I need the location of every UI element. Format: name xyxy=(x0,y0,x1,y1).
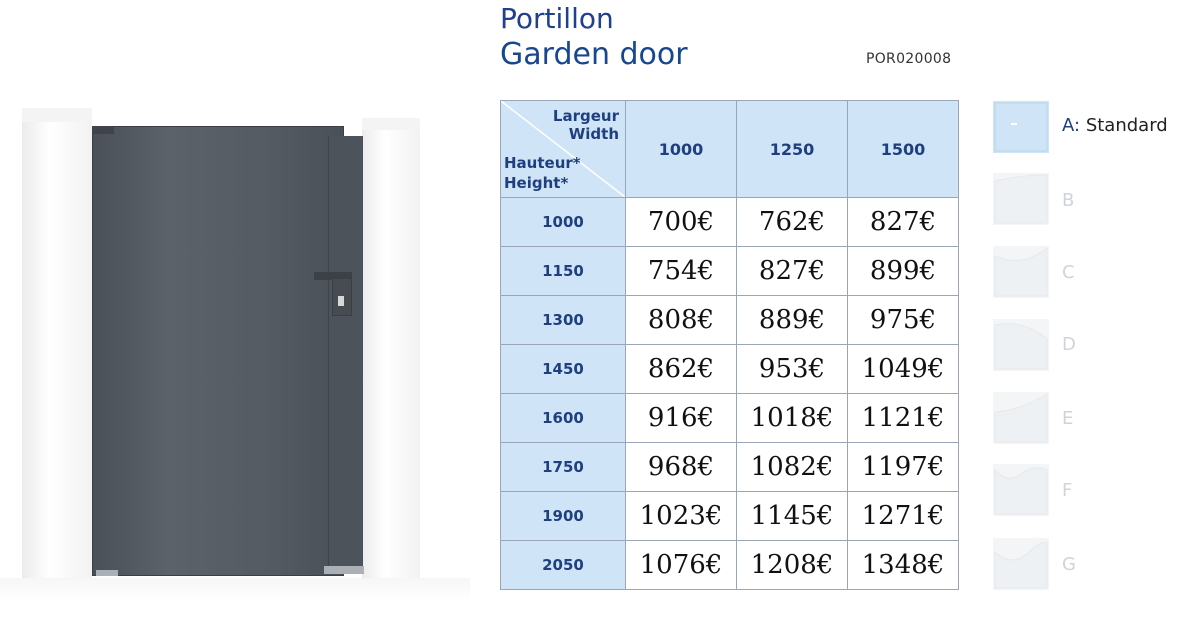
right-post xyxy=(362,118,420,588)
price-cell: 889€ xyxy=(736,295,848,345)
price-cell: 916€ xyxy=(625,393,737,443)
width-header-1000: 1000 xyxy=(625,100,737,198)
gate-top-bracket xyxy=(92,126,114,134)
gate-frame-bar xyxy=(328,136,363,568)
table-row: 1000 700€ 762€ 827€ xyxy=(500,197,959,247)
option-e-shape-icon xyxy=(994,393,1048,443)
price-cell: 1197€ xyxy=(847,442,959,492)
price-cell: 827€ xyxy=(847,197,959,247)
option-d-shape-icon xyxy=(994,323,1048,370)
lock-keyhole xyxy=(338,296,344,306)
price-cell: 1076€ xyxy=(625,540,737,590)
table-row: 2050 1076€ 1208€ 1348€ xyxy=(500,540,959,590)
corner-diagonal xyxy=(501,101,625,197)
price-cell: 1208€ xyxy=(736,540,848,590)
table-row: 1600 916€ 1018€ 1121€ xyxy=(500,393,959,443)
option-d-thumbnail[interactable] xyxy=(993,319,1049,371)
option-c-label[interactable]: C xyxy=(1062,262,1075,283)
height-header: 1600 xyxy=(500,393,626,443)
price-cell: 975€ xyxy=(847,295,959,345)
option-c-shape-icon xyxy=(994,246,1048,297)
width-label: Largeur Width xyxy=(553,107,619,143)
table-row: 1750 968€ 1082€ 1197€ xyxy=(500,442,959,492)
height-header: 2050 xyxy=(500,540,626,590)
price-cell: 1348€ xyxy=(847,540,959,590)
option-e-label[interactable]: E xyxy=(1062,408,1074,429)
option-c-thumbnail[interactable] xyxy=(993,246,1049,298)
title-block: Portillon Garden door xyxy=(500,2,688,74)
option-a-name: Standard xyxy=(1085,115,1168,136)
price-cell: 700€ xyxy=(625,197,737,247)
table-corner-cell: Largeur Width Hauteur* Height* xyxy=(500,100,626,198)
height-label-fr: Hauteur* xyxy=(504,154,581,172)
width-label-en: Width xyxy=(568,125,619,143)
height-header: 1900 xyxy=(500,491,626,541)
price-cell: 1018€ xyxy=(736,393,848,443)
height-header: 1750 xyxy=(500,442,626,492)
price-cell: 1121€ xyxy=(847,393,959,443)
table-row: 1900 1023€ 1145€ 1271€ xyxy=(500,491,959,541)
ground-shadow xyxy=(0,578,470,600)
table-header-row: Largeur Width Hauteur* Height* 1000 1250… xyxy=(500,100,959,198)
price-cell: 1023€ xyxy=(625,491,737,541)
title-french: Portillon xyxy=(500,2,614,35)
option-a-label[interactable]: A: Standard xyxy=(1062,115,1168,136)
table-row: 1300 808€ 889€ 975€ xyxy=(500,295,959,345)
price-cell: 1082€ xyxy=(736,442,848,492)
price-cell: 754€ xyxy=(625,246,737,296)
option-b-thumbnail[interactable] xyxy=(993,173,1049,225)
gate-illustration xyxy=(0,100,470,600)
price-cell: 1049€ xyxy=(847,344,959,394)
width-header-1250: 1250 xyxy=(736,100,848,198)
gate-foot-left xyxy=(96,570,118,576)
option-g-label[interactable]: G xyxy=(1062,554,1076,575)
option-a-letter: A xyxy=(1062,115,1074,136)
option-b-label[interactable]: B xyxy=(1062,190,1075,211)
height-header: 1300 xyxy=(500,295,626,345)
height-header: 1150 xyxy=(500,246,626,296)
option-a-shape-icon xyxy=(994,102,1048,152)
price-cell: 1271€ xyxy=(847,491,959,541)
option-e-thumbnail[interactable] xyxy=(993,392,1049,444)
price-cell: 1145€ xyxy=(736,491,848,541)
height-header: 1000 xyxy=(500,197,626,247)
table-row: 1450 862€ 953€ 1049€ xyxy=(500,344,959,394)
width-label-fr: Largeur xyxy=(552,107,619,125)
height-label-en: Height* xyxy=(504,174,569,192)
height-header: 1450 xyxy=(500,344,626,394)
left-post xyxy=(22,118,92,588)
option-g-thumbnail[interactable] xyxy=(993,538,1049,590)
option-a-separator: : xyxy=(1074,115,1081,136)
option-b-shape-icon xyxy=(994,174,1048,224)
right-post-cap xyxy=(362,118,420,130)
option-f-thumbnail[interactable] xyxy=(993,464,1049,516)
gate-foot-right xyxy=(324,566,364,574)
width-header-1500: 1500 xyxy=(847,100,959,198)
price-table: Largeur Width Hauteur* Height* 1000 1250… xyxy=(500,100,959,590)
option-d-label[interactable]: D xyxy=(1062,334,1076,355)
price-cell: 953€ xyxy=(736,344,848,394)
price-cell: 762€ xyxy=(736,197,848,247)
option-g-shape-icon xyxy=(994,541,1048,589)
price-cell: 862€ xyxy=(625,344,737,394)
price-cell: 968€ xyxy=(625,442,737,492)
price-cell: 899€ xyxy=(847,246,959,296)
title-english: Garden door xyxy=(500,37,688,72)
gate-door xyxy=(92,126,344,576)
option-a-thumbnail[interactable] xyxy=(993,101,1049,153)
price-cell: 827€ xyxy=(736,246,848,296)
price-cell: 808€ xyxy=(625,295,737,345)
option-f-label[interactable]: F xyxy=(1062,480,1073,501)
option-f-shape-icon xyxy=(994,467,1048,515)
left-post-cap xyxy=(22,108,92,122)
table-row: 1150 754€ 827€ 899€ xyxy=(500,246,959,296)
gate-handle xyxy=(314,272,352,280)
product-reference: POR020008 xyxy=(866,51,952,67)
height-label: Hauteur* Height* xyxy=(504,153,581,193)
